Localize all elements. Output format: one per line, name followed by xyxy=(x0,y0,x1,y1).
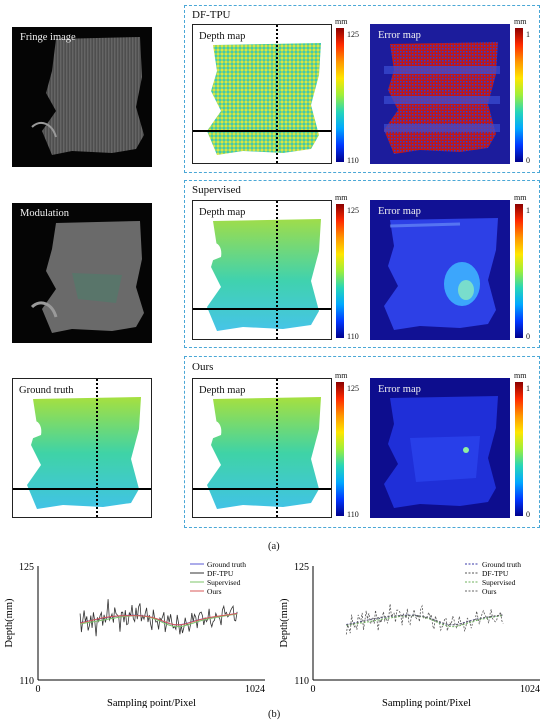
dftpu-error-min: 0 xyxy=(526,156,530,165)
supervised-depth-panel: Depth map xyxy=(192,200,332,340)
modulation-image xyxy=(30,221,144,333)
chart1-ytick-max: 125 xyxy=(294,562,309,573)
chart0-ylabel: Depth(mm) xyxy=(4,598,15,647)
ours-depth-map xyxy=(193,379,331,517)
supervised-error-label: Error map xyxy=(378,206,421,217)
chart0-legend-label-1: DF-TPU xyxy=(207,569,234,578)
chart1-series-3-line xyxy=(346,614,504,626)
ours-group-box xyxy=(184,356,540,528)
ours-error-min: 0 xyxy=(526,510,530,519)
dftpu-depth-max: 125 xyxy=(347,30,359,39)
supervised-error-map xyxy=(384,218,498,330)
dftpu-depth-unit: mm xyxy=(335,17,348,26)
chart0-ytick-min: 110 xyxy=(19,676,34,687)
supervised-depth-label: Depth map xyxy=(199,207,246,218)
chart1-ytick-min: 110 xyxy=(294,676,309,687)
supervised-error-min: 0 xyxy=(526,332,530,341)
supervised-depth-colorbar xyxy=(336,204,344,338)
chart0-xtick-max: 1024 xyxy=(245,684,265,695)
chart0-ytick-max: 125 xyxy=(19,562,34,573)
ours-depth-min: 110 xyxy=(347,510,359,519)
chart0-series-1-line xyxy=(79,599,238,637)
ground-truth-label: Ground truth xyxy=(19,385,74,396)
chart0-xtick-min: 0 xyxy=(36,684,41,695)
dftpu-group-title: DF-TPU xyxy=(192,9,231,21)
ours-depth-max: 125 xyxy=(347,384,359,393)
chart0-series-2-line xyxy=(80,613,238,628)
caption-b: (b) xyxy=(268,709,281,720)
supervised-depth-max: 125 xyxy=(347,206,359,215)
ours-depth-unit: mm xyxy=(335,371,348,380)
supervised-error-max: 1 xyxy=(526,206,530,215)
dftpu-error-map xyxy=(384,42,500,154)
chart1-series-1-line xyxy=(345,603,504,635)
chart1-legend-label-2: Supervised xyxy=(482,578,516,587)
dftpu-depth-panel: Depth map xyxy=(192,24,332,164)
chart1-xlabel: Sampling point/Pixel xyxy=(382,698,471,708)
ours-error-map xyxy=(384,396,498,508)
chart1-legend-label-1: DF-TPU xyxy=(482,569,509,578)
chart1-legend-label-0: Ground truth xyxy=(482,560,521,569)
chart0-legend-label-3: Ours xyxy=(207,587,222,596)
chart1-xtick-min: 0 xyxy=(311,684,316,695)
supervised-depth-map xyxy=(193,201,331,339)
ours-depth-panel: Depth map xyxy=(192,378,332,518)
supervised-error-unit: mm xyxy=(514,193,527,202)
supervised-depth-unit: mm xyxy=(335,193,348,202)
dftpu-depth-min: 110 xyxy=(347,156,359,165)
ours-error-max: 1 xyxy=(526,384,530,393)
chart0-legend-label-0: Ground truth xyxy=(207,560,246,569)
ground-truth-map xyxy=(13,379,151,517)
dftpu-error-unit: mm xyxy=(514,17,527,26)
chart1-series-2-line xyxy=(346,614,504,628)
ours-error-unit: mm xyxy=(514,371,527,380)
fringe-image-panel: Fringe image xyxy=(12,27,152,167)
dftpu-error-label: Error map xyxy=(378,30,421,41)
modulation-panel: Modulation xyxy=(12,203,152,343)
dftpu-depth-label: Depth map xyxy=(199,31,246,42)
dftpu-depth-map xyxy=(193,25,331,163)
chart1-legend-label-3: Ours xyxy=(482,587,497,596)
chart0-xlabel: Sampling point/Pixel xyxy=(107,698,196,708)
supervised-error-colorbar xyxy=(515,204,523,338)
fringe-image xyxy=(31,37,144,155)
supervised-error-panel: Error map xyxy=(370,200,510,340)
modulation-label: Modulation xyxy=(20,208,69,219)
chart1-ylabel: Depth(mm) xyxy=(279,598,290,647)
dftpu-group-box xyxy=(184,5,540,173)
supervised-group-box xyxy=(184,180,540,348)
supervised-depth-min: 110 xyxy=(347,332,359,341)
fringe-image-label: Fringe image xyxy=(20,32,76,43)
ground-truth-panel: Ground truth xyxy=(12,378,152,518)
chart1-xtick-max: 1024 xyxy=(520,684,540,695)
dftpu-error-panel: Error map xyxy=(370,24,510,164)
ours-group-title: Ours xyxy=(192,361,214,373)
ours-depth-label: Depth map xyxy=(199,385,246,396)
dftpu-error-max: 1 xyxy=(526,30,530,39)
ours-error-panel: Error map xyxy=(370,378,510,518)
supervised-group-title: Supervised xyxy=(192,184,241,196)
ours-error-colorbar xyxy=(515,382,523,516)
chart0-legend-label-2: Supervised xyxy=(207,578,241,587)
caption-a: (a) xyxy=(268,541,280,552)
ours-depth-colorbar xyxy=(336,382,344,516)
ours-error-label: Error map xyxy=(378,384,421,395)
dftpu-depth-colorbar xyxy=(336,28,344,162)
dftpu-error-colorbar xyxy=(515,28,523,162)
chart0-series-3-line xyxy=(79,613,238,626)
